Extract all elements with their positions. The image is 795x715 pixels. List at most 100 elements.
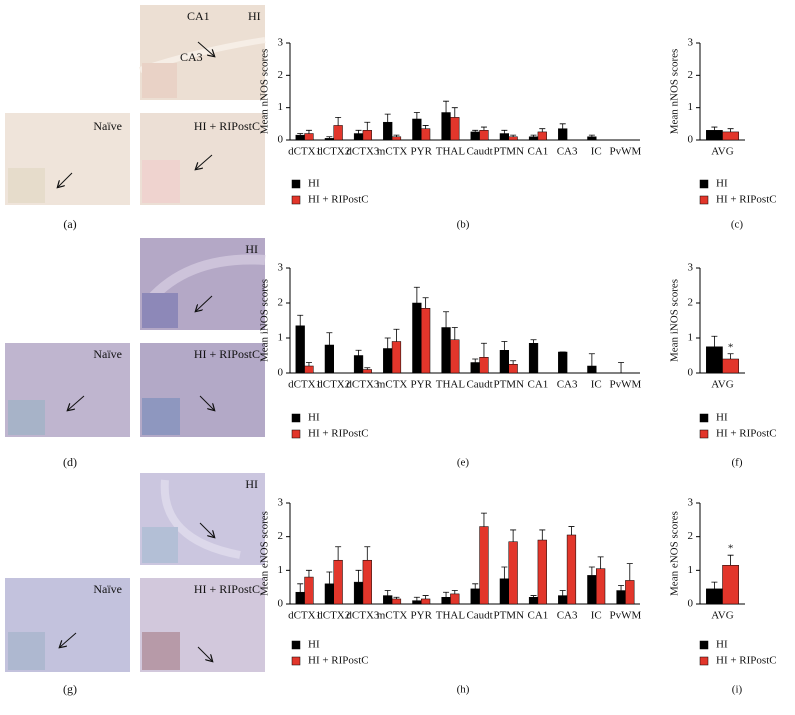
error-bar: [451, 107, 458, 118]
arrow: [196, 154, 213, 169]
bar: [499, 133, 509, 141]
legend-label: HI + RIPostC: [308, 428, 369, 440]
y-axis-label: Mean nNOS scores: [259, 49, 271, 135]
x-tick-label: PYR: [411, 610, 433, 622]
x-tick-label: IC: [591, 379, 602, 391]
error-bar: [335, 116, 342, 126]
y-tick-label: 1: [278, 332, 284, 344]
x-tick-label: PvWM: [610, 379, 642, 391]
annotation: *: [728, 543, 734, 555]
bar: [706, 130, 723, 141]
micrograph-text: Naïve: [93, 119, 122, 133]
bar: [450, 593, 460, 605]
arrow: [197, 646, 212, 661]
error-bar: [443, 311, 450, 328]
y-tick-label: 2: [688, 297, 694, 309]
bar: [391, 136, 402, 141]
bar: [479, 130, 489, 141]
x-tick-label: Caudt: [466, 146, 492, 158]
error-bar: [559, 123, 566, 129]
error-bar: [480, 126, 487, 131]
legend-label: HI + RIPostC: [716, 655, 777, 667]
y-tick-label: 0: [688, 367, 694, 379]
bar: [295, 591, 305, 605]
bar: [470, 588, 480, 605]
error-bar: [393, 134, 400, 137]
bar: [528, 597, 539, 605]
error-bar: [413, 596, 420, 601]
error-bar: [335, 546, 342, 561]
error-bar: [451, 590, 458, 594]
error-bar: [297, 314, 304, 326]
x-tick-label: mCTX: [377, 610, 408, 622]
x-tick-label: CA3: [557, 610, 578, 622]
error-bar: [305, 129, 312, 134]
micrograph-text: HI + RIPostC: [194, 582, 260, 596]
bar: [508, 136, 518, 141]
bar: [558, 128, 568, 141]
bar: [596, 568, 606, 605]
y-tick-label: 2: [278, 297, 284, 309]
error-bar: [297, 133, 304, 136]
y-tick-label: 3: [688, 497, 694, 509]
bar: [479, 526, 489, 605]
x-tick-label: dCTX2: [317, 379, 350, 391]
bar: [353, 133, 364, 141]
y-tick-label: 1: [278, 101, 284, 113]
inset: [142, 632, 180, 670]
bar: [450, 117, 460, 141]
bar: [391, 598, 402, 605]
error-bar: [355, 349, 362, 356]
legend-swatch: [291, 179, 301, 189]
error-bar: [618, 585, 625, 591]
x-tick-label: PTMN: [493, 146, 524, 158]
tissue-fold: [146, 254, 266, 304]
inset: [142, 398, 180, 435]
error-bar: [618, 362, 625, 373]
micrograph-text: CA3: [180, 50, 203, 64]
bar: [587, 365, 597, 374]
error-bar: [305, 569, 312, 578]
micrograph-text: HI: [245, 477, 258, 491]
error-bar: [559, 590, 566, 596]
bar: [441, 112, 451, 141]
inset: [142, 63, 177, 98]
bar: [450, 339, 460, 374]
panel-label: (a): [63, 217, 76, 231]
bar: [304, 365, 314, 374]
x-tick-label: THAL: [436, 146, 466, 158]
x-tick-label: dCTX2: [317, 146, 350, 158]
panel-label: (d): [63, 455, 77, 469]
error-bar: [711, 581, 718, 589]
error-bar: [530, 595, 537, 598]
bar: [383, 595, 393, 605]
y-tick-label: 3: [278, 37, 284, 49]
bar: [722, 358, 739, 374]
error-bar: [355, 569, 362, 583]
x-tick-label: dCTX3: [346, 610, 380, 622]
bar: [470, 362, 480, 374]
x-tick-label: IC: [591, 610, 602, 622]
bar: [412, 302, 422, 374]
error-bar: [443, 591, 450, 598]
micrograph-text: Naïve: [93, 582, 122, 596]
bar: [304, 133, 314, 141]
bar: [625, 580, 635, 605]
error-bar: [711, 335, 718, 347]
legend-label: HI: [716, 178, 728, 190]
error-bar: [626, 563, 633, 581]
y-tick-label: 2: [278, 69, 284, 81]
error-bar: [480, 512, 487, 527]
error-bar: [501, 341, 508, 351]
bar: [421, 598, 431, 605]
error-bar: [297, 583, 304, 593]
legend-label: HI: [308, 639, 320, 651]
x-tick-label: THAL: [436, 610, 466, 622]
error-bar: [413, 286, 420, 303]
bar: [706, 346, 723, 374]
error-bar: [422, 595, 429, 599]
bar: [616, 590, 626, 605]
y-tick-label: 0: [688, 598, 694, 610]
bar: [362, 369, 372, 374]
legend-swatch: [291, 640, 301, 650]
